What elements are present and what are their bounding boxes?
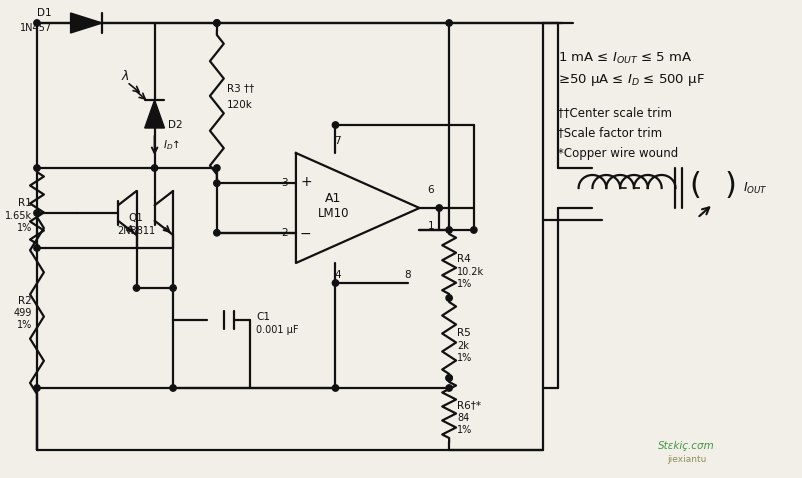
Circle shape	[213, 20, 220, 26]
Text: 2N3811: 2N3811	[117, 226, 155, 236]
Text: +: +	[300, 175, 312, 189]
Text: 1%: 1%	[457, 279, 472, 289]
Text: R3 ††: R3 ††	[227, 83, 254, 93]
Text: D1: D1	[37, 8, 52, 18]
Circle shape	[436, 205, 443, 211]
Text: 120k: 120k	[227, 100, 253, 110]
Text: ≥50 μA ≤ $I_D$ ≤ 500 μF: ≥50 μA ≤ $I_D$ ≤ 500 μF	[558, 72, 705, 88]
Circle shape	[332, 385, 338, 391]
Text: 1N457: 1N457	[20, 23, 52, 33]
Text: 7: 7	[334, 136, 341, 146]
Text: ††Center scale trim: ††Center scale trim	[558, 107, 672, 120]
Text: 3: 3	[282, 178, 288, 188]
Text: 499: 499	[14, 308, 32, 318]
Circle shape	[332, 122, 338, 128]
Text: †Scale factor trim: †Scale factor trim	[558, 127, 662, 140]
Circle shape	[34, 385, 40, 391]
Text: −: −	[300, 227, 312, 241]
Text: LM10: LM10	[318, 206, 349, 219]
Text: 2k: 2k	[457, 341, 469, 351]
Circle shape	[34, 245, 40, 251]
Text: 1: 1	[427, 221, 434, 231]
Text: (: (	[690, 171, 701, 199]
Circle shape	[446, 375, 452, 381]
Text: R1: R1	[18, 198, 32, 208]
Text: λ: λ	[121, 69, 128, 83]
Text: jiexiantu: jiexiantu	[666, 456, 706, 465]
Text: 10.2k: 10.2k	[457, 267, 484, 277]
Circle shape	[34, 20, 40, 26]
Circle shape	[446, 375, 452, 381]
Text: D2: D2	[168, 120, 183, 130]
Text: ): )	[725, 171, 737, 199]
Text: 1%: 1%	[457, 425, 472, 435]
Text: 0.001 μF: 0.001 μF	[257, 325, 299, 335]
Circle shape	[213, 229, 220, 236]
Text: 1 mA ≤ $I_{OUT}$ ≤ 5 mA: 1 mA ≤ $I_{OUT}$ ≤ 5 mA	[558, 51, 692, 65]
Polygon shape	[144, 100, 164, 128]
Text: Stεkiç.cσm: Stεkiç.cσm	[658, 441, 715, 451]
Circle shape	[446, 295, 452, 301]
Circle shape	[213, 20, 220, 26]
Circle shape	[471, 227, 477, 233]
Text: 1.65k: 1.65k	[5, 211, 32, 221]
Text: 6: 6	[427, 185, 434, 195]
Text: R2: R2	[18, 295, 32, 305]
Text: 84: 84	[457, 413, 469, 423]
Text: 1%: 1%	[17, 321, 32, 330]
Text: *Copper wire wound: *Copper wire wound	[558, 146, 678, 160]
Text: $I_{OUT}$: $I_{OUT}$	[743, 181, 768, 196]
Text: C1: C1	[257, 312, 270, 322]
Text: R6†*: R6†*	[457, 400, 481, 410]
Text: R4: R4	[457, 254, 471, 264]
Text: Q1: Q1	[128, 213, 144, 223]
Circle shape	[213, 180, 220, 186]
Text: 1%: 1%	[17, 223, 32, 233]
Circle shape	[34, 210, 40, 216]
Text: $I_D$↑: $I_D$↑	[163, 139, 180, 152]
Circle shape	[170, 385, 176, 391]
Polygon shape	[71, 13, 102, 33]
Circle shape	[170, 285, 176, 291]
Circle shape	[133, 285, 140, 291]
Text: 2: 2	[282, 228, 288, 238]
Circle shape	[213, 165, 220, 171]
Circle shape	[152, 165, 158, 171]
Circle shape	[446, 20, 452, 26]
Circle shape	[446, 227, 452, 233]
Text: R5: R5	[457, 328, 471, 338]
Text: 8: 8	[404, 270, 411, 280]
Circle shape	[34, 165, 40, 171]
Text: A1: A1	[326, 192, 342, 205]
Circle shape	[446, 385, 452, 391]
Text: 1%: 1%	[457, 353, 472, 363]
Text: 4: 4	[334, 270, 341, 280]
Circle shape	[332, 280, 338, 286]
